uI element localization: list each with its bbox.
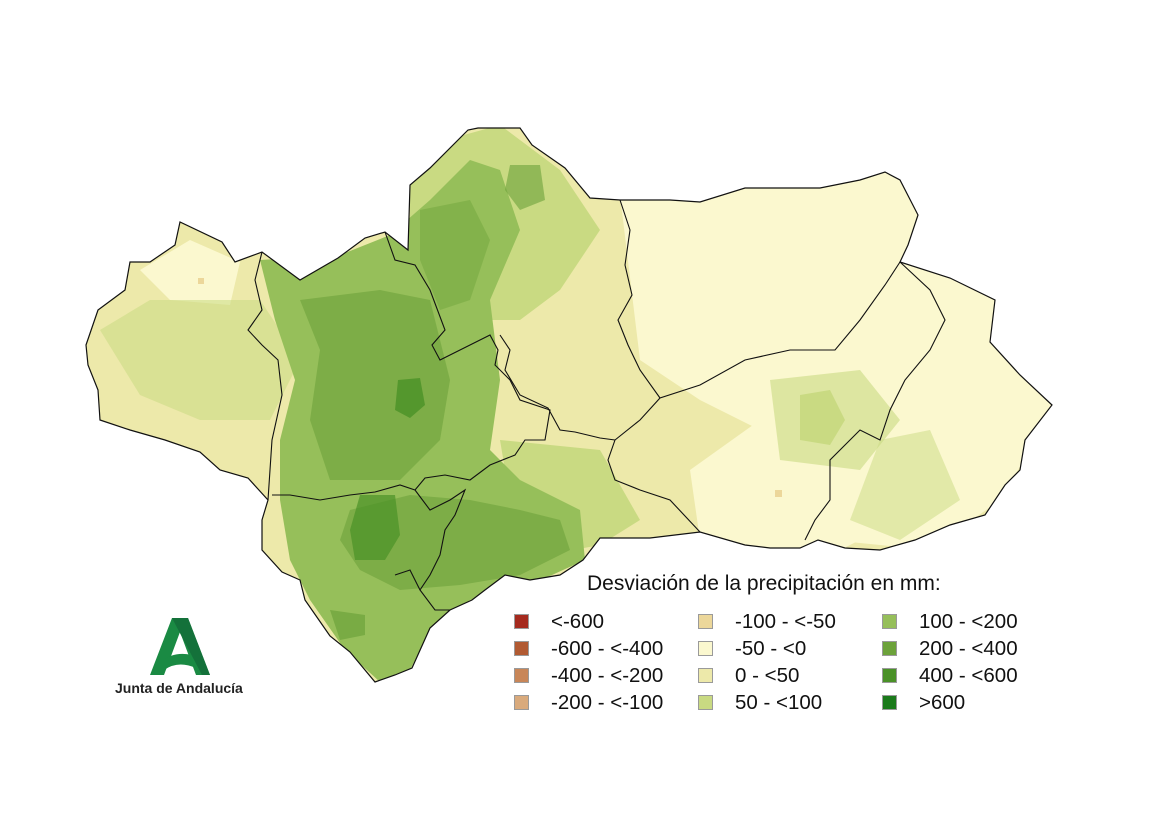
legend-item: >600 — [882, 689, 965, 716]
legend-label: 50 - <100 — [735, 690, 823, 714]
legend-item: <-600 — [514, 608, 604, 635]
legend-label: 100 - <200 — [919, 609, 1018, 633]
legend-item: -50 - <0 — [698, 635, 806, 662]
boundary-sevilla-cordoba — [272, 231, 551, 501]
boundary-granada-malaga — [607, 439, 701, 533]
legend-label: -600 - <-400 — [551, 636, 664, 660]
legend-item: 50 - <100 — [698, 689, 822, 716]
junta-logo-icon — [150, 618, 210, 675]
boundary-granada-almeria — [804, 261, 946, 541]
legend-item: -400 - <-200 — [514, 662, 663, 689]
boundary-cadiz-malaga — [414, 488, 467, 611]
legend-label: 200 - <400 — [919, 636, 1018, 660]
precipitation-deviation-layer — [86, 128, 1052, 682]
province-boundaries — [247, 199, 946, 611]
boundary-cadiz-malaga-south — [394, 569, 421, 591]
legend-label: -50 - <0 — [735, 636, 807, 660]
boundary-huelva-sevilla — [247, 251, 283, 501]
boundary-jaen-granada — [614, 261, 901, 441]
legend-item: 100 - <200 — [882, 608, 1018, 635]
legend-label: -200 - <-100 — [551, 690, 664, 714]
legend-item: -600 - <-400 — [514, 635, 663, 662]
legend-swatch — [882, 641, 897, 656]
boundary-jaen-granada-north — [617, 199, 661, 399]
andalusia-outline — [85, 127, 1053, 683]
legend-swatch — [698, 614, 713, 629]
legend-swatch — [514, 695, 529, 710]
legend-swatch — [514, 641, 529, 656]
legend-swatch — [514, 614, 529, 629]
legend-item: -100 - <-50 — [698, 608, 836, 635]
legend-item: 400 - <600 — [882, 662, 1018, 689]
legend-label: <-600 — [551, 609, 605, 633]
legend-label: >600 — [919, 690, 966, 714]
legend-title: Desviación de la precipitación en mm: — [587, 572, 941, 595]
legend-label: 0 - <50 — [735, 663, 800, 687]
legend-swatch — [882, 695, 897, 710]
legend-item: 0 - <50 — [698, 662, 799, 689]
legend-swatch — [514, 668, 529, 683]
legend-item: -200 - <-100 — [514, 689, 663, 716]
legend-swatch — [698, 695, 713, 710]
logo-text: Junta de Andalucía — [115, 680, 243, 696]
legend-label: -400 - <-200 — [551, 663, 664, 687]
legend-swatch — [882, 668, 897, 683]
legend-swatch — [698, 668, 713, 683]
legend-item: 200 - <400 — [882, 635, 1018, 662]
legend-swatch — [698, 641, 713, 656]
legend-label: -100 - <-50 — [735, 609, 836, 633]
legend-label: 400 - <600 — [919, 663, 1018, 687]
boundary-cordoba-jaen — [499, 334, 616, 441]
legend-swatch — [882, 614, 897, 629]
